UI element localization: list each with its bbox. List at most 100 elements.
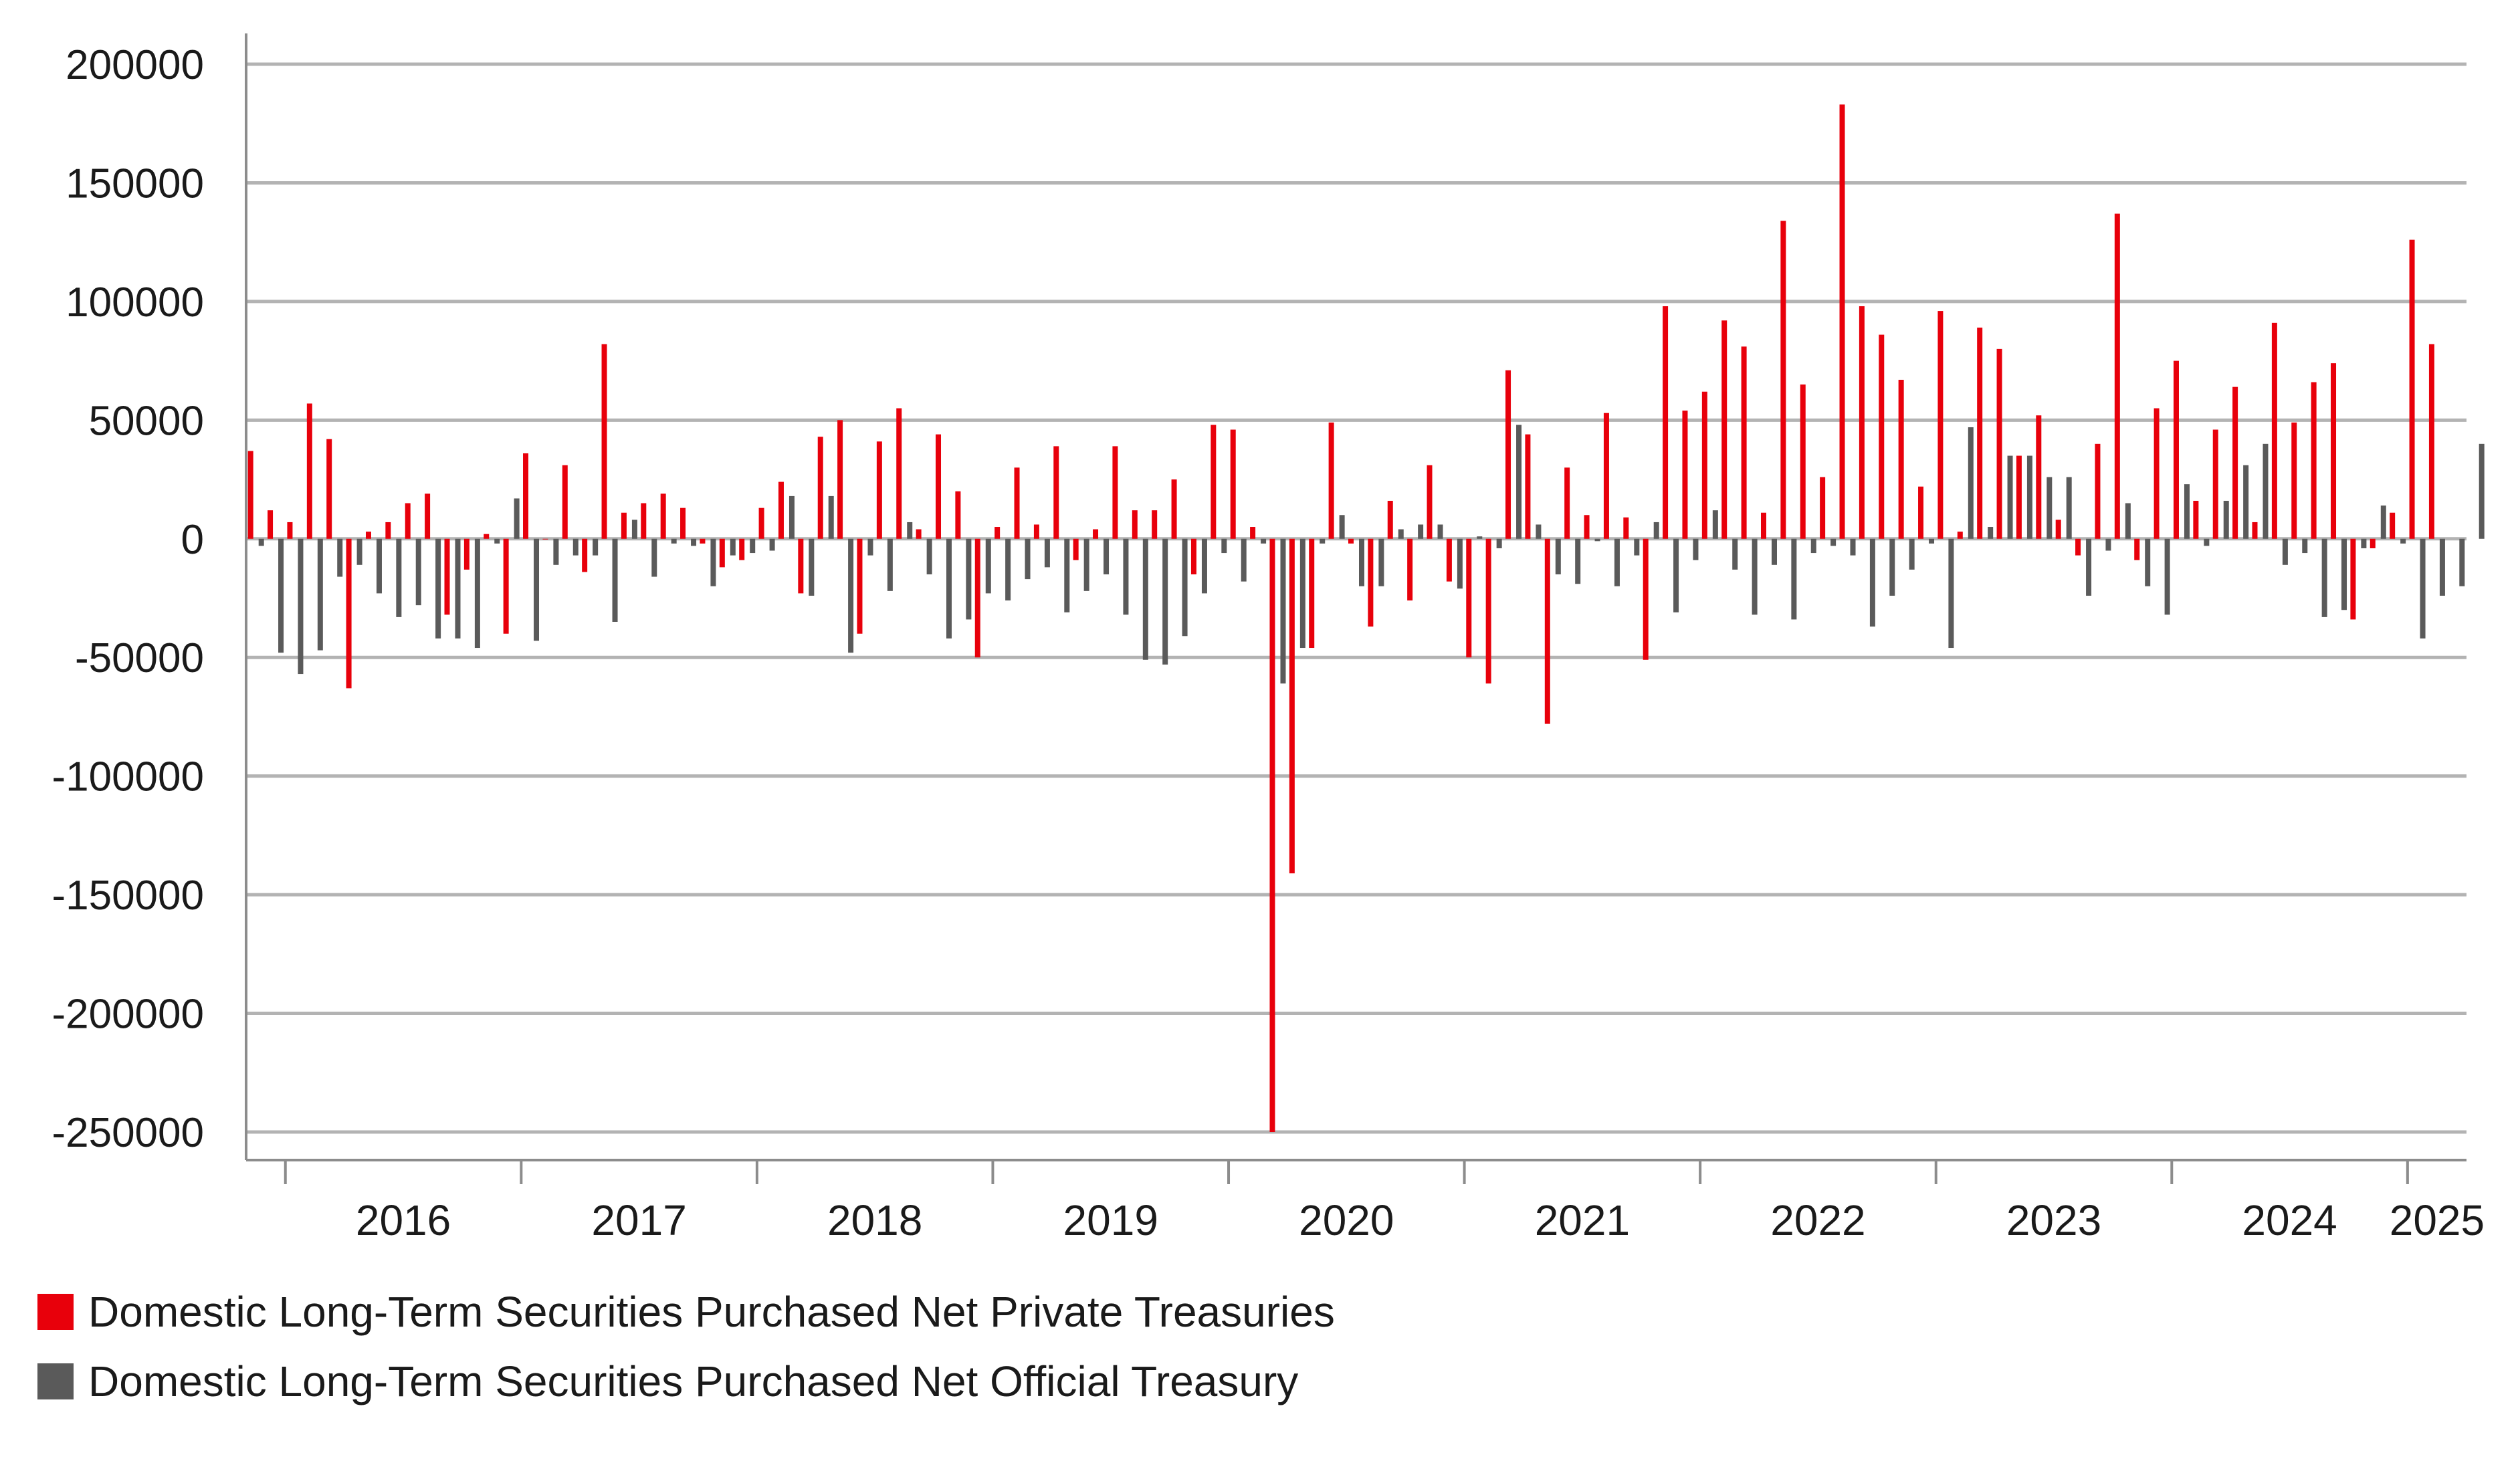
private-bar bbox=[463, 538, 469, 570]
official-bar bbox=[1909, 538, 1915, 570]
official-bar bbox=[1810, 538, 1816, 554]
official-bar bbox=[1988, 527, 1994, 539]
private-bar bbox=[896, 408, 902, 539]
official-bar bbox=[1869, 538, 1875, 627]
private-bar bbox=[444, 538, 450, 615]
private-bar bbox=[641, 503, 647, 539]
official-bar bbox=[1241, 538, 1247, 582]
y-tick-label: 150000 bbox=[66, 160, 204, 207]
official-bar bbox=[1791, 538, 1797, 620]
official-bar bbox=[985, 538, 991, 594]
official-bar bbox=[1044, 538, 1050, 568]
official-bar bbox=[1575, 538, 1581, 584]
private-bar bbox=[2055, 520, 2061, 539]
private-bar bbox=[2252, 522, 2258, 539]
official-bar bbox=[2439, 538, 2445, 596]
private-bar bbox=[326, 439, 332, 539]
official-bar bbox=[2223, 500, 2229, 539]
official-bar bbox=[2459, 538, 2465, 586]
y-tick-label: -250000 bbox=[51, 1110, 204, 1156]
private-bar bbox=[2311, 382, 2317, 539]
private-bar bbox=[2154, 408, 2160, 539]
private-bar bbox=[955, 491, 961, 539]
private-bar bbox=[1682, 411, 1688, 539]
private-bar bbox=[778, 481, 784, 539]
private-bar bbox=[1623, 517, 1629, 539]
private-bar bbox=[1760, 512, 1766, 539]
official-bar bbox=[2184, 484, 2190, 539]
private-bar bbox=[1721, 320, 1727, 539]
official-bar bbox=[1516, 425, 1522, 539]
private-bar bbox=[2409, 239, 2415, 539]
private-bar bbox=[1171, 479, 1177, 539]
official-bar bbox=[376, 538, 382, 594]
official-bar bbox=[494, 538, 500, 544]
official-bar bbox=[1299, 538, 1305, 649]
private-bar bbox=[2114, 213, 2120, 539]
official-bar bbox=[1162, 538, 1168, 665]
official-bar bbox=[1378, 538, 1384, 586]
legend: Domestic Long-Term Securities Purchased … bbox=[37, 1277, 1335, 1416]
official-bar bbox=[2046, 477, 2053, 539]
official-bar bbox=[1673, 538, 1679, 612]
private-bar bbox=[2390, 512, 2396, 539]
official-bar bbox=[2026, 455, 2032, 539]
official-bar bbox=[1830, 538, 1836, 546]
official-bar bbox=[2086, 538, 2092, 596]
y-tick-label: -100000 bbox=[51, 754, 204, 800]
official-bar bbox=[298, 538, 304, 675]
official-bar bbox=[2321, 538, 2327, 617]
private-bar bbox=[1073, 538, 1079, 560]
official-bar bbox=[317, 538, 323, 651]
official-bar bbox=[1280, 538, 1286, 684]
private-bar bbox=[1446, 538, 1452, 582]
official-bar bbox=[1064, 538, 1070, 612]
official-bar bbox=[1359, 538, 1364, 586]
private-bar bbox=[2212, 429, 2218, 539]
y-tick-label: 0 bbox=[181, 517, 204, 563]
official-bar bbox=[2263, 443, 2269, 539]
private-bar bbox=[2428, 344, 2434, 539]
private-bar bbox=[1584, 515, 1590, 539]
grid-lines bbox=[246, 62, 2466, 1134]
private-bar bbox=[1328, 422, 1334, 539]
private-bar bbox=[1544, 538, 1550, 724]
official-bar bbox=[769, 538, 775, 551]
private-bar bbox=[2350, 538, 2356, 620]
official-bar bbox=[356, 538, 362, 565]
private-bar bbox=[287, 522, 293, 539]
y-tick-label: -50000 bbox=[75, 635, 204, 681]
x-tick-labels: 2016 2017 2018 2019 2020 2021 2022 2023 2024 2025 bbox=[356, 1196, 2485, 1244]
private-bar bbox=[1525, 434, 1531, 539]
private-bar bbox=[1211, 425, 1217, 539]
official-bar bbox=[1418, 524, 1424, 539]
private-bar bbox=[1309, 538, 1315, 649]
private-bar bbox=[1918, 486, 1924, 539]
private-bar bbox=[1387, 500, 1393, 539]
official-bar bbox=[2341, 538, 2347, 610]
private-bar bbox=[503, 538, 509, 634]
private-bar bbox=[1879, 334, 1885, 539]
official-bar bbox=[1968, 427, 1974, 539]
private-bar bbox=[916, 529, 922, 539]
private-bar bbox=[268, 510, 274, 539]
x-tick-label: 2025 bbox=[2390, 1196, 2485, 1244]
private-bar bbox=[346, 538, 352, 689]
official-bar bbox=[1771, 538, 1777, 565]
official-bar bbox=[848, 538, 854, 653]
official-bar bbox=[2145, 538, 2151, 586]
private-bar bbox=[385, 522, 391, 539]
official-bar bbox=[750, 538, 756, 554]
official-bar bbox=[2243, 465, 2249, 539]
private-bar bbox=[1269, 538, 1275, 1132]
y-tick-labels: 200000 150000 100000 50000 0 -50000 -100000 -15… bbox=[51, 42, 204, 1156]
private-bar bbox=[1014, 467, 1020, 539]
private-bar bbox=[405, 503, 411, 539]
private-bar bbox=[1289, 538, 1295, 874]
official-bar bbox=[258, 538, 264, 546]
private-bar bbox=[2291, 422, 2297, 539]
official-bar bbox=[926, 538, 932, 575]
private-bar bbox=[739, 538, 745, 560]
private-bar bbox=[1741, 346, 1747, 539]
